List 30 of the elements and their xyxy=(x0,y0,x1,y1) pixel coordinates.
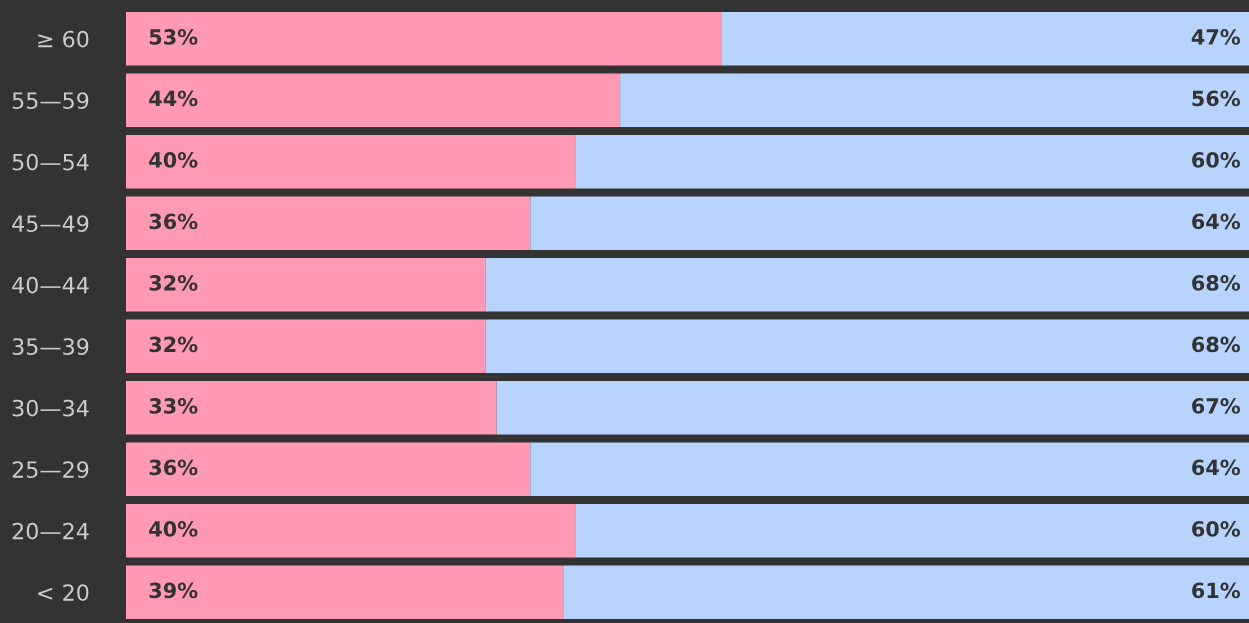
y-tick-label: 35—39 xyxy=(12,338,89,356)
data-label: 40% xyxy=(149,152,198,168)
y-tick-label: 25—29 xyxy=(12,461,89,479)
data-label: 36% xyxy=(149,459,198,476)
data-label: 32% xyxy=(149,275,198,291)
data-label: 40% xyxy=(149,521,198,537)
data-label: 32% xyxy=(149,336,198,353)
data-label: 64% xyxy=(1192,213,1240,230)
y-tick-label: 55—59 xyxy=(12,92,89,110)
y-tick-label: ≥ 60 xyxy=(38,30,89,48)
y-tick-label: < 20 xyxy=(38,584,89,602)
data-label: 60% xyxy=(1192,521,1240,537)
data-label: 39% xyxy=(149,582,198,599)
data-label: 36% xyxy=(149,213,198,230)
data-label: 60% xyxy=(1192,152,1240,168)
data-label: 33% xyxy=(149,398,198,414)
y-tick-label: 30—34 xyxy=(12,399,89,417)
data-label: 68% xyxy=(1192,336,1240,353)
data-label: 44% xyxy=(149,90,198,107)
data-label: 64% xyxy=(1192,459,1240,476)
data-label: 47% xyxy=(1191,29,1240,45)
data-label: 56% xyxy=(1192,90,1240,107)
data-label: 67% xyxy=(1192,398,1240,414)
data-label: 61% xyxy=(1192,582,1240,599)
y-tick-label: 20—24 xyxy=(12,522,89,540)
y-tick-label: 45—49 xyxy=(12,215,89,233)
y-tick-label: 50—54 xyxy=(12,153,89,171)
data-label: 53% xyxy=(149,29,198,45)
y-tick-label: 40—44 xyxy=(12,276,89,294)
data-label: 68% xyxy=(1192,275,1240,291)
